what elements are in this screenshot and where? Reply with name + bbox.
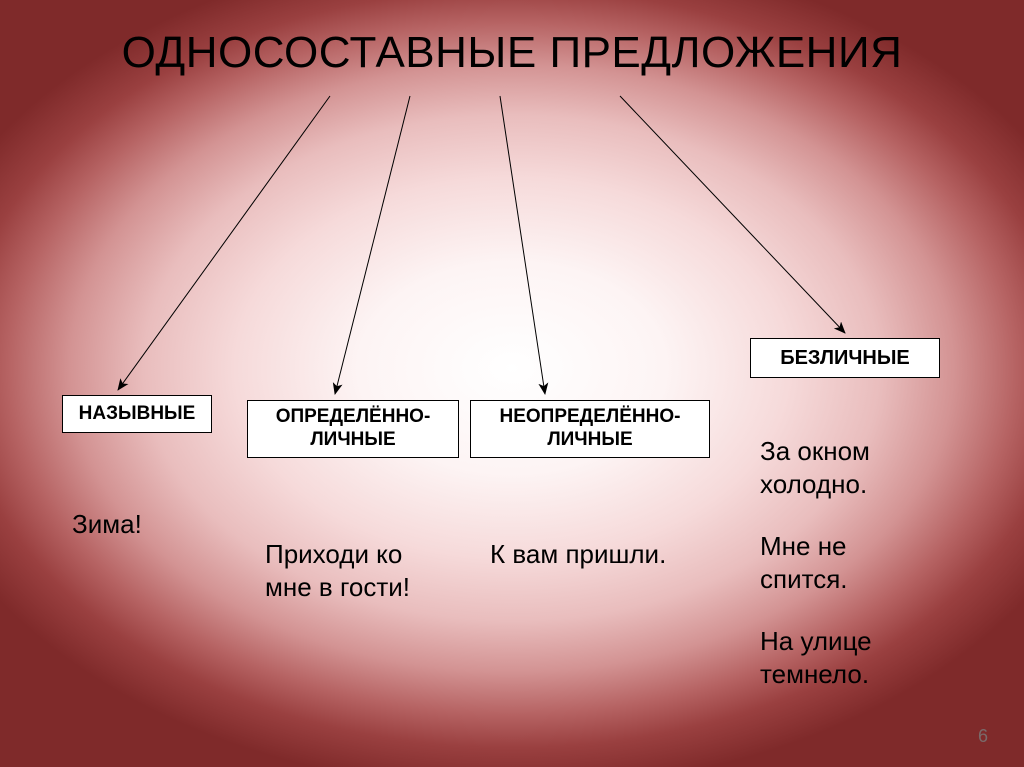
category-label: ОПРЕДЕЛЁННО- ЛИЧНЫЕ xyxy=(276,406,431,452)
example-text-impersonal-0: За окном холодно. xyxy=(760,435,940,500)
slide: ОДНОСОСТАВНЫЕ ПРЕДЛОЖЕНИЯ НАЗЫВНЫЕ Зима! О… xyxy=(0,0,1024,767)
example-text-nominative-0: Зима! xyxy=(72,508,212,541)
category-label: НАЗЫВНЫЕ xyxy=(79,403,196,426)
category-label: БЕЗЛИЧНЫЕ xyxy=(780,346,910,370)
example-text-impersonal-2: На улице темнело. xyxy=(760,625,940,690)
arrow-2 xyxy=(335,96,410,394)
arrow-4 xyxy=(620,96,845,333)
category-box-nominative: НАЗЫВНЫЕ xyxy=(62,395,212,433)
category-label: НЕОПРЕДЕЛЁННО- ЛИЧНЫЕ xyxy=(500,406,681,452)
example-text-indefinite-personal-0: К вам пришли. xyxy=(490,538,710,571)
arrow-3 xyxy=(500,96,545,394)
slide-title: ОДНОСОСТАВНЫЕ ПРЕДЛОЖЕНИЯ xyxy=(0,28,1024,78)
example-text-definite-personal-0: Приходи ко мне в гости! xyxy=(265,538,435,603)
category-box-indefinite-personal: НЕОПРЕДЕЛЁННО- ЛИЧНЫЕ xyxy=(470,400,710,458)
page-number: 6 xyxy=(978,726,988,747)
category-box-definite-personal: ОПРЕДЕЛЁННО- ЛИЧНЫЕ xyxy=(247,400,459,458)
category-box-impersonal: БЕЗЛИЧНЫЕ xyxy=(750,338,940,378)
example-text-impersonal-1: Мне не спится. xyxy=(760,530,940,595)
arrow-1 xyxy=(118,96,330,390)
